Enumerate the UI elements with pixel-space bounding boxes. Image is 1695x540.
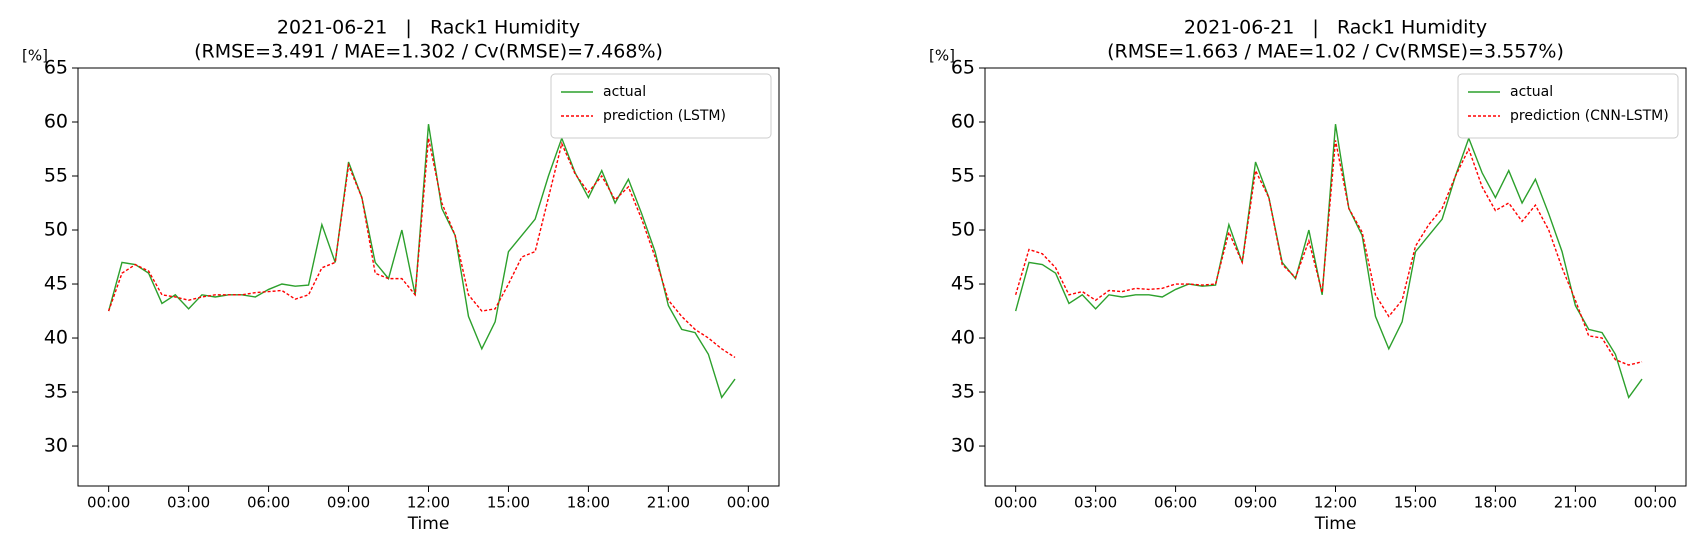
x-tick-label: 00:00 — [727, 494, 770, 512]
series-line — [1014, 124, 1643, 399]
chart-title: 2021-06-21 | Rack1 Humidity — [277, 17, 580, 39]
y-axis-label: [%] — [22, 47, 48, 65]
legend-label: actual — [603, 84, 646, 100]
x-tick-label: 18:00 — [1474, 494, 1517, 512]
plot-frame — [984, 67, 1687, 487]
legend-box — [550, 73, 772, 139]
y-tick-label: 40 — [44, 327, 68, 349]
x-tick-label: 09:00 — [327, 494, 370, 512]
chart-title: 2021-06-21 | Rack1 Humidity — [1184, 17, 1487, 39]
x-tick-label: 12:00 — [1314, 494, 1357, 512]
x-axis-label: Time — [407, 514, 450, 534]
y-tick-label: 60 — [951, 111, 975, 133]
x-tick-label: 06:00 — [1154, 494, 1197, 512]
plot-frame — [77, 67, 780, 487]
y-tick-label: 45 — [44, 273, 68, 295]
y-tick-label: 55 — [44, 165, 68, 187]
x-tick-label: 12:00 — [407, 494, 450, 512]
legend-box — [1457, 73, 1679, 139]
x-axis-label: Time — [1314, 514, 1357, 534]
y-tick-label: 65 — [44, 57, 68, 79]
y-tick-label: 65 — [951, 57, 975, 79]
x-tick-label: 03:00 — [1074, 494, 1117, 512]
y-tick-label: 50 — [951, 219, 975, 241]
series-line — [107, 138, 736, 359]
x-tick-label: 15:00 — [1394, 494, 1437, 512]
y-tick-label: 60 — [44, 111, 68, 133]
x-tick-label: 00:00 — [1634, 494, 1677, 512]
chart: 2021-06-21 | Rack1 Humidity(RMSE=3.491 /… — [22, 17, 780, 534]
legend-label: actual — [1510, 84, 1553, 100]
legend-label: prediction (CNN-LSTM) — [1510, 108, 1669, 124]
x-tick-label: 21:00 — [647, 494, 690, 512]
y-tick-label: 50 — [44, 219, 68, 241]
x-tick-label: 06:00 — [247, 494, 290, 512]
chart: 2021-06-21 | Rack1 Humidity(RMSE=1.663 /… — [929, 17, 1687, 534]
legend-label: prediction (LSTM) — [603, 108, 726, 124]
y-tick-label: 30 — [951, 435, 975, 457]
series-line — [107, 124, 736, 399]
chart-subtitle: (RMSE=1.663 / MAE=1.02 / Cv(RMSE)=3.557%… — [1107, 41, 1564, 63]
y-tick-label: 55 — [951, 165, 975, 187]
y-axis-label: [%] — [929, 47, 955, 65]
x-tick-label: 00:00 — [994, 494, 1037, 512]
y-tick-label: 45 — [951, 273, 975, 295]
chart-subtitle: (RMSE=3.491 / MAE=1.302 / Cv(RMSE)=7.468… — [194, 41, 663, 63]
x-tick-label: 09:00 — [1234, 494, 1277, 512]
x-tick-label: 21:00 — [1554, 494, 1597, 512]
x-tick-label: 15:00 — [487, 494, 530, 512]
y-tick-label: 40 — [951, 327, 975, 349]
y-tick-label: 35 — [951, 381, 975, 403]
x-tick-label: 18:00 — [567, 494, 610, 512]
x-tick-label: 00:00 — [87, 494, 130, 512]
x-tick-label: 03:00 — [167, 494, 210, 512]
series-line — [1014, 140, 1643, 366]
y-tick-label: 35 — [44, 381, 68, 403]
y-tick-label: 30 — [44, 435, 68, 457]
